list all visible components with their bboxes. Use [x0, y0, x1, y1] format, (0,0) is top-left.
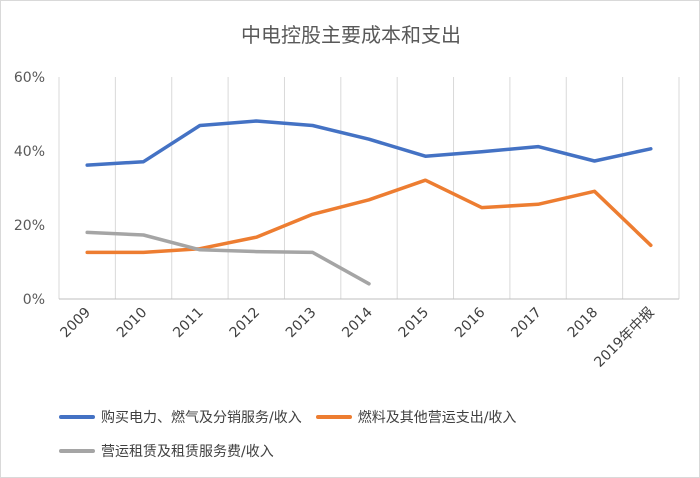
x-tick-label: 2019年中报	[591, 305, 657, 371]
legend-item-lease: 营运租赁及租赁服务费/收入	[59, 441, 274, 461]
x-tick-label: 2016	[452, 304, 489, 341]
legend-label-power-gas: 购买电力、燃气及分销服务/收入	[101, 410, 302, 426]
x-tick-label: 2018	[565, 305, 602, 342]
y-tick-label: 60%	[14, 70, 45, 86]
x-tick-label: 2012	[227, 305, 264, 342]
x-tick-label: 2011	[170, 305, 207, 342]
y-tick-label: 40%	[14, 144, 45, 160]
x-tick-label: 2010	[114, 305, 151, 342]
legend-label-lease: 营运租赁及租赁服务费/收入	[101, 444, 274, 460]
x-tick-label: 2017	[508, 305, 545, 342]
x-tick-label: 2013	[283, 305, 320, 342]
x-tick-label: 2014	[339, 304, 376, 341]
chart-title: 中电控股主要成本和支出	[241, 23, 461, 47]
series-line-1	[85, 178, 653, 255]
x-tick-label: 2009	[57, 305, 94, 342]
legend-swatch-power-gas	[59, 415, 95, 419]
legend-item-fuel: 燃料及其他营运支出/收入	[315, 407, 517, 427]
legend-row-1: 购买电力、燃气及分销服务/收入 燃料及其他营运支出/收入	[59, 406, 679, 428]
y-tick-label: 20%	[14, 218, 45, 234]
series-line-2	[85, 230, 371, 286]
legend-item-power-gas: 购买电力、燃气及分销服务/收入	[59, 407, 302, 427]
legend-row-2: 营运租赁及租赁服务费/收入	[59, 440, 679, 462]
plot-area	[59, 77, 679, 299]
series-line-0	[85, 119, 653, 167]
legend-swatch-fuel	[315, 415, 352, 419]
legend-swatch-lease	[59, 449, 95, 453]
legend: 购买电力、燃气及分销服务/收入 燃料及其他营运支出/收入 营运租赁及租赁服务费/…	[59, 406, 679, 474]
legend-label-fuel: 燃料及其他营运支出/收入	[357, 410, 517, 426]
x-tick-label: 2015	[396, 305, 433, 342]
y-tick-label: 0%	[23, 292, 45, 308]
